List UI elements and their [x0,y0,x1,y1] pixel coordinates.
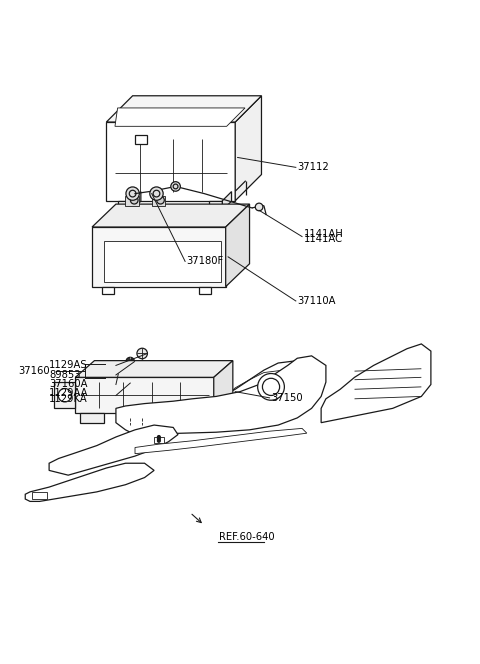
Circle shape [126,187,139,201]
Circle shape [156,197,164,204]
Circle shape [137,348,147,359]
Text: 1141AC: 1141AC [303,234,342,244]
Polygon shape [92,227,226,287]
Polygon shape [214,405,223,420]
Text: 1129AS: 1129AS [49,361,88,371]
Polygon shape [226,204,250,287]
Circle shape [263,378,280,396]
Polygon shape [75,377,214,413]
Polygon shape [235,96,262,201]
Circle shape [255,203,263,210]
Polygon shape [132,192,141,210]
Polygon shape [135,135,147,144]
Circle shape [150,187,163,201]
Polygon shape [102,287,114,294]
Circle shape [157,438,160,440]
Text: 37160: 37160 [18,366,50,376]
Text: 37150: 37150 [271,393,303,403]
Polygon shape [116,356,326,435]
Polygon shape [152,196,165,207]
Circle shape [131,197,138,204]
Circle shape [157,436,160,438]
Polygon shape [80,413,104,423]
Polygon shape [321,344,431,423]
Circle shape [258,374,284,400]
Polygon shape [209,201,222,210]
Polygon shape [115,108,245,126]
Text: 1141AH: 1141AH [303,228,343,238]
Polygon shape [107,96,262,122]
Text: 1129AA: 1129AA [49,388,89,398]
Text: 37160A: 37160A [49,380,88,390]
Text: 37110A: 37110A [297,296,336,306]
Circle shape [157,440,160,442]
Polygon shape [125,196,139,207]
Polygon shape [92,204,250,227]
Circle shape [171,182,180,191]
Polygon shape [104,241,221,282]
Text: 1129KA: 1129KA [49,394,88,404]
Polygon shape [75,361,233,377]
Polygon shape [118,370,154,378]
Circle shape [58,388,72,402]
Text: REF.60-640: REF.60-640 [218,533,274,542]
Polygon shape [107,122,235,201]
Polygon shape [54,382,75,408]
Polygon shape [49,425,178,475]
Polygon shape [135,428,307,454]
Polygon shape [154,437,164,443]
Text: 37112: 37112 [297,163,329,173]
Polygon shape [214,361,233,413]
Polygon shape [118,201,132,210]
Polygon shape [222,192,231,210]
Polygon shape [33,492,47,499]
Polygon shape [199,287,211,294]
Circle shape [126,357,134,366]
Text: 89853: 89853 [49,370,81,380]
Text: 37180F: 37180F [187,256,224,266]
Polygon shape [25,463,154,501]
